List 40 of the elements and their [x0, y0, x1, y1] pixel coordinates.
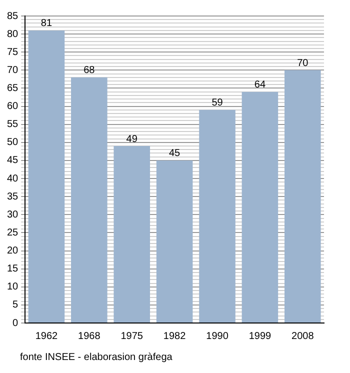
x-tick-label: 1990 [206, 330, 229, 342]
x-tick-label: 1982 [163, 330, 186, 342]
bar [284, 70, 321, 322]
data-label: 81 [40, 18, 52, 30]
bar [28, 30, 65, 322]
x-tick-label: 1975 [120, 330, 144, 342]
data-label: 49 [126, 134, 138, 145]
y-tick-label: 75 [7, 46, 19, 58]
source-note: fonte INSEE - elaborasion gràfega [20, 352, 172, 363]
y-tick-label: 25 [7, 227, 19, 238]
y-tick-label: 65 [7, 82, 19, 94]
y-tick-label: 85 [7, 10, 19, 22]
data-label: 64 [254, 80, 266, 91]
y-tick-label: 50 [7, 137, 19, 148]
y-tick-label: 10 [7, 282, 19, 293]
bar [199, 110, 236, 322]
y-tick-label: 60 [7, 101, 19, 112]
y-tick-label: 15 [7, 264, 19, 275]
y-tick-label: 40 [7, 173, 19, 184]
data-label: 68 [84, 65, 96, 76]
x-tick-label: 1962 [35, 330, 58, 342]
y-tick-label: 70 [7, 64, 19, 76]
data-label: 59 [212, 98, 224, 109]
bar [242, 92, 278, 322]
data-label: 70 [297, 58, 309, 69]
bar [114, 146, 150, 322]
x-tick-label: 1999 [248, 330, 272, 342]
y-tick-label: 30 [7, 209, 19, 220]
y-tick-label: 35 [7, 191, 19, 202]
y-tick-label: 45 [7, 155, 19, 166]
data-label: 45 [169, 148, 181, 160]
y-tick-label: 80 [7, 28, 19, 40]
bar [156, 160, 193, 322]
x-tick-label: 2008 [292, 330, 314, 342]
y-tick-label: 0 [12, 318, 19, 329]
x-tick-label: 1968 [78, 330, 101, 342]
y-tick-label: 20 [7, 246, 19, 257]
y-tick-label: 55 [7, 119, 19, 130]
bar [71, 77, 108, 322]
y-tick-label: 5 [12, 300, 19, 311]
